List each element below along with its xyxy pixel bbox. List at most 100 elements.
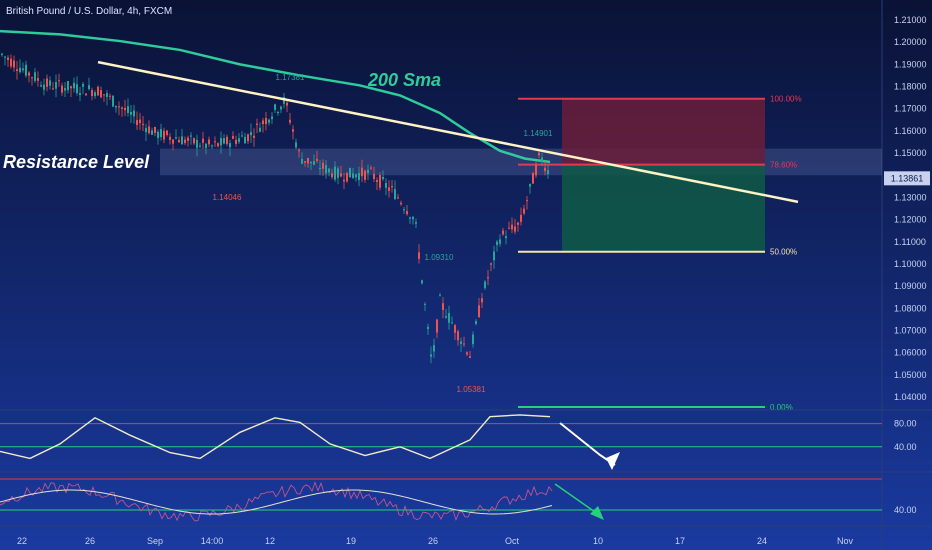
candle-body (31, 77, 33, 79)
indicator-2-tick: 40.00 (894, 505, 917, 515)
candle-body (526, 200, 528, 202)
candle-body (97, 86, 99, 96)
candle-body (133, 110, 135, 117)
candle-body (181, 136, 183, 145)
candle-body (289, 119, 291, 123)
candle-body (394, 189, 396, 200)
candle-body (280, 106, 282, 110)
x-tick-label: 26 (428, 536, 438, 546)
candle-body (367, 169, 369, 174)
candle-body (52, 88, 54, 90)
candle-body (370, 167, 372, 169)
y-tick-label: 1.12000 (894, 215, 927, 225)
candle-body (295, 142, 297, 148)
candle-body (379, 175, 381, 188)
candle-body (298, 149, 300, 152)
x-tick-label: Nov (837, 536, 854, 546)
candle-body (130, 112, 132, 115)
candle-body (175, 137, 177, 139)
candle-body (319, 167, 321, 170)
candle-body (178, 139, 180, 143)
candle-body (475, 321, 477, 324)
candle-body (103, 94, 105, 96)
y-tick-label: 1.13000 (894, 192, 927, 202)
candle-body (61, 85, 63, 93)
candle-body (331, 173, 333, 178)
candle-body (343, 179, 345, 182)
candle-body (100, 90, 102, 98)
candle-body (457, 331, 459, 341)
candle-body (184, 139, 186, 144)
candle-body (511, 224, 513, 230)
candle-body (34, 72, 36, 81)
y-tick-label: 1.20000 (894, 37, 927, 47)
y-tick-label: 1.05000 (894, 370, 927, 380)
indicator-2-arrowhead (590, 506, 604, 520)
candle-body (208, 139, 210, 145)
candle-body (10, 58, 12, 67)
price-annotation: 1.17381 (276, 73, 305, 82)
price-annotation: 1.14046 (213, 193, 242, 202)
x-tick-label: 17 (675, 536, 685, 546)
candle-body (223, 138, 225, 144)
candle-body (430, 354, 432, 357)
candle-body (403, 209, 405, 211)
y-tick-label: 1.09000 (894, 281, 927, 291)
candle-body (481, 298, 483, 303)
candle-body (106, 93, 108, 97)
candle-body (190, 135, 192, 137)
candle-body (397, 197, 399, 199)
candle-body (49, 80, 51, 86)
candle-body (502, 230, 504, 235)
candle-body (169, 136, 171, 140)
candle-body (388, 187, 390, 191)
y-tick-label: 1.08000 (894, 303, 927, 313)
y-tick-label: 1.04000 (894, 392, 927, 402)
candle-body (40, 85, 42, 87)
candle-body (484, 281, 486, 289)
candle-body (496, 241, 498, 245)
price-annotation: 1.09310 (425, 253, 454, 262)
candle-body (538, 152, 540, 156)
y-tick-label: 1.18000 (894, 82, 927, 92)
candle-body (163, 130, 165, 140)
candle-body (340, 173, 342, 177)
candle-body (412, 216, 414, 220)
candle-body (427, 326, 429, 330)
candle-body (229, 143, 231, 148)
current-price-value: 1.13861 (891, 173, 924, 183)
candle-body (358, 172, 360, 181)
indicator-1-tick: 80.00 (894, 419, 917, 429)
candle-body (193, 138, 195, 144)
candle-body (286, 102, 288, 106)
candle-body (454, 325, 456, 333)
candle-body (385, 183, 387, 188)
candle-body (355, 174, 357, 178)
x-tick-label: 14:00 (201, 536, 224, 546)
candle-body (1, 53, 3, 55)
candle-body (490, 263, 492, 265)
candle-body (376, 180, 378, 182)
candle-body (7, 57, 9, 60)
candle-body (292, 129, 294, 132)
candle-body (277, 112, 279, 114)
candle-body (259, 127, 261, 132)
candle-body (505, 236, 507, 239)
candle-body (415, 222, 417, 224)
indicator-1-tick: 40.00 (894, 442, 917, 452)
candle-body (214, 141, 216, 143)
candle-body (241, 135, 243, 137)
candle-body (400, 202, 402, 205)
y-tick-label: 1.17000 (894, 104, 927, 114)
candle-body (301, 159, 303, 164)
candle-body (247, 134, 249, 142)
candle-body (253, 135, 255, 138)
candle-body (118, 106, 120, 108)
candle-body (268, 119, 270, 123)
candle-body (499, 239, 501, 244)
candle-body (445, 316, 447, 318)
candle-body (460, 341, 462, 344)
candle-body (307, 158, 309, 164)
